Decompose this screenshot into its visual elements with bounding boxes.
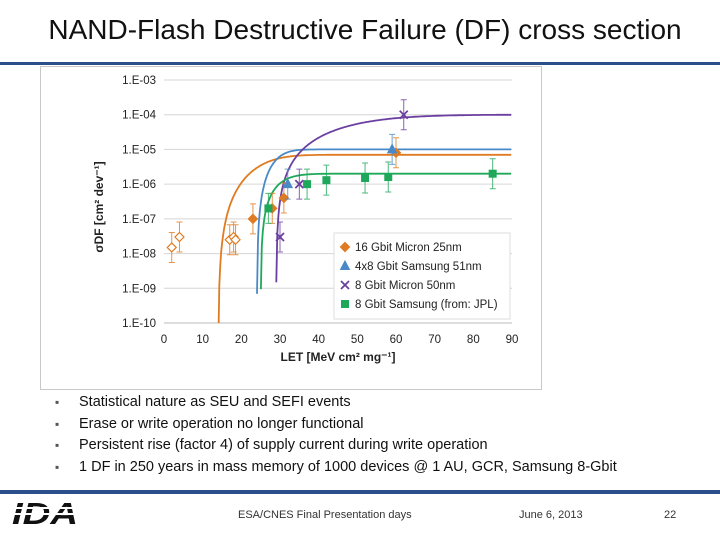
data-point: [303, 180, 312, 189]
data-points: [166, 99, 497, 263]
x-tick-label: 80: [467, 334, 480, 346]
x-tick-label: 70: [428, 334, 441, 346]
data-point: [294, 179, 304, 189]
bullet-text: Erase or write operation no longer funct…: [79, 415, 364, 432]
chart-axes: 1.E-10 1.E-09 1.E-08 1.E-07 1.E-06 1.E-05 1.E-…: [122, 75, 518, 346]
page-number: 22: [664, 509, 677, 521]
legend-marker: [340, 280, 350, 290]
y-tick-label: 1.E-09: [122, 283, 156, 295]
x-tick-label: 10: [196, 334, 209, 346]
bullet-item: ▪ 1 DF in 250 years in mass memory of 100…: [55, 457, 715, 479]
bullet-list: ▪ Statistical nature as SEU and SEFI even…: [55, 392, 715, 478]
ida-logo: IDA: [10, 496, 82, 530]
x-tick-label: 30: [274, 334, 287, 346]
open-data-point: [174, 231, 185, 243]
legend-marker: [339, 241, 351, 253]
data-point: [384, 173, 393, 182]
data-point: [488, 169, 497, 178]
legend-marker: [339, 259, 351, 270]
x-tick-label: 40: [312, 334, 325, 346]
fit-curve: [256, 148, 512, 294]
open-data-point: [166, 242, 178, 253]
legend-marker: [341, 300, 349, 308]
bullet-item: ▪ Erase or write operation no longer func…: [55, 414, 715, 436]
y-tick-label: 1.E-07: [122, 214, 156, 226]
data-point: [278, 192, 290, 204]
data-point: [264, 204, 273, 213]
title-divider: [0, 62, 720, 65]
footer-presentation: ESA/CNES Final Presentation days: [238, 509, 412, 521]
fit-curve: [275, 113, 512, 283]
bullet-text: Persistent rise (factor 4) of supply cur…: [79, 437, 488, 453]
bullet-item: ▪ Statistical nature as SEU and SEFI even…: [55, 392, 715, 414]
x-tick-label: 60: [390, 334, 403, 346]
open-data-point: [230, 234, 241, 246]
legend-label: 16 Gbit Micron 25nm: [355, 242, 462, 254]
bullet-marker: ▪: [55, 459, 60, 474]
df-cross-section-chart: 1.E-10 1.E-09 1.E-08 1.E-07 1.E-06 1.E-05 1.E-…: [92, 75, 518, 364]
fit-curve: [217, 153, 512, 323]
x-axis-title: LET [MeV cm² mg⁻¹]: [280, 350, 395, 364]
data-point: [282, 178, 294, 189]
x-tick-label: 0: [161, 334, 167, 346]
x-tick-label: 50: [351, 334, 364, 346]
data-point: [247, 213, 259, 225]
bullet-text: 1 DF in 250 years in mass memory of 1000…: [79, 458, 617, 475]
chart-panel: 1.E-10 1.E-09 1.E-08 1.E-07 1.E-06 1.E-05 1.E-…: [40, 66, 542, 390]
legend-label: 8 Gbit Micron 50nm: [355, 280, 455, 292]
y-tick-label: 1.E-06: [122, 179, 156, 191]
x-tick-label: 20: [235, 334, 248, 346]
bullet-marker: ▪: [55, 395, 60, 409]
bullet-marker: ▪: [55, 438, 60, 452]
y-tick-label: 1.E-03: [122, 75, 156, 87]
footer-date: June 6, 2013: [519, 509, 583, 521]
data-point: [386, 143, 398, 154]
legend-label: 4x8 Gbit Samsung 51nm: [355, 261, 482, 273]
fit-curves: [217, 113, 512, 323]
footer-divider: [0, 490, 720, 494]
data-point: [399, 110, 409, 120]
y-axis-title: σDF [cm² dev⁻¹]: [92, 161, 106, 252]
data-point: [361, 174, 370, 183]
bullet-text: Statistical nature as SEU and SEFI event…: [79, 394, 351, 410]
y-tick-label: 1.E-05: [122, 144, 156, 156]
data-point: [275, 232, 285, 242]
data-point: [322, 176, 331, 185]
slide-title: NAND-Flash Destructive Failure (DF) cros…: [48, 14, 682, 45]
y-tick-label: 1.E-08: [122, 249, 156, 261]
x-tick-label: 90: [506, 334, 519, 346]
y-tick-label: 1.E-10: [122, 318, 156, 330]
chart-legend: 16 Gbit Micron 25nm 4x8 Gbit Samsung 51nm…: [333, 232, 511, 320]
bullet-item: ▪ Persistent rise (factor 4) of supply cu…: [55, 435, 715, 457]
legend-label: 8 Gbit Samsung (from: JPL): [355, 299, 498, 311]
y-tick-label: 1.E-04: [122, 110, 156, 122]
bullet-marker: ▪: [55, 416, 60, 431]
